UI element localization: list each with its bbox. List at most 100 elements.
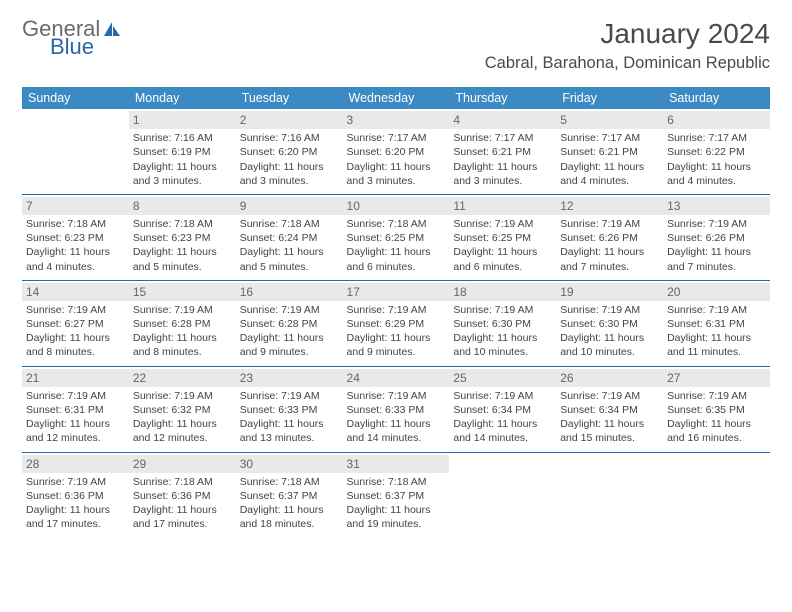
day-number: 8	[129, 197, 236, 215]
week-row: 28Sunrise: 7:19 AMSunset: 6:36 PMDayligh…	[22, 452, 770, 537]
day-number: 6	[663, 111, 770, 129]
sunrise-line: Sunrise: 7:19 AM	[453, 303, 552, 317]
sunset-line: Sunset: 6:25 PM	[347, 231, 446, 245]
sunrise-line: Sunrise: 7:18 AM	[133, 475, 232, 489]
daylight-line: Daylight: 11 hours and 3 minutes.	[133, 160, 232, 188]
daylight-line: Daylight: 11 hours and 9 minutes.	[240, 331, 339, 359]
title-block: January 2024 Cabral, Barahona, Dominican…	[485, 18, 770, 73]
day-number: 16	[236, 283, 343, 301]
page-header: General Blue January 2024 Cabral, Baraho…	[22, 18, 770, 73]
day-header-wednesday: Wednesday	[343, 87, 450, 109]
logo-text-blue: Blue	[50, 36, 122, 58]
day-cell: 26Sunrise: 7:19 AMSunset: 6:34 PMDayligh…	[556, 366, 663, 452]
sunrise-line: Sunrise: 7:19 AM	[26, 475, 125, 489]
day-number: 29	[129, 455, 236, 473]
day-number: 1	[129, 111, 236, 129]
sunrise-line: Sunrise: 7:19 AM	[240, 389, 339, 403]
day-cell: 2Sunrise: 7:16 AMSunset: 6:20 PMDaylight…	[236, 109, 343, 194]
sunrise-line: Sunrise: 7:18 AM	[347, 217, 446, 231]
day-number: 9	[236, 197, 343, 215]
month-title: January 2024	[485, 18, 770, 50]
sunset-line: Sunset: 6:31 PM	[667, 317, 766, 331]
day-cell: 12Sunrise: 7:19 AMSunset: 6:26 PMDayligh…	[556, 194, 663, 280]
day-cell: 19Sunrise: 7:19 AMSunset: 6:30 PMDayligh…	[556, 280, 663, 366]
daylight-line: Daylight: 11 hours and 8 minutes.	[133, 331, 232, 359]
day-number: 23	[236, 369, 343, 387]
day-cell	[449, 452, 556, 537]
daylight-line: Daylight: 11 hours and 17 minutes.	[26, 503, 125, 531]
week-row: 7 Sunrise: 7:18 AM Sunset: 6:23 PM Daylight…	[22, 194, 770, 280]
daylight-line: Daylight: 11 hours and 15 minutes.	[560, 417, 659, 445]
day-number: 7	[22, 197, 129, 215]
sunset-line: Sunset: 6:30 PM	[560, 317, 659, 331]
daylight-line: Daylight: 11 hours and 3 minutes.	[453, 160, 552, 188]
day-cell: 29Sunrise: 7:18 AMSunset: 6:36 PMDayligh…	[129, 452, 236, 537]
sunset-line: Sunset: 6:28 PM	[133, 317, 232, 331]
day-number: 13	[663, 197, 770, 215]
sunset-line: Sunset: 6:22 PM	[667, 145, 766, 159]
daylight-line: Daylight: 11 hours and 4 minutes.	[26, 245, 125, 273]
day-number: 17	[343, 283, 450, 301]
daylight-line: Daylight: 11 hours and 12 minutes.	[133, 417, 232, 445]
daylight-line: Daylight: 11 hours and 12 minutes.	[26, 417, 125, 445]
day-cell: 24Sunrise: 7:19 AMSunset: 6:33 PMDayligh…	[343, 366, 450, 452]
day-cell: 10Sunrise: 7:18 AMSunset: 6:25 PMDayligh…	[343, 194, 450, 280]
daylight-line: Daylight: 11 hours and 18 minutes.	[240, 503, 339, 531]
daylight-line: Daylight: 11 hours and 4 minutes.	[560, 160, 659, 188]
daylight-line: Daylight: 11 hours and 4 minutes.	[667, 160, 766, 188]
day-cell: 21Sunrise: 7:19 AMSunset: 6:31 PMDayligh…	[22, 366, 129, 452]
day-cell: 11Sunrise: 7:19 AMSunset: 6:25 PMDayligh…	[449, 194, 556, 280]
sunrise-line: Sunrise: 7:19 AM	[26, 303, 125, 317]
sunrise-line: Sunrise: 7:19 AM	[560, 389, 659, 403]
logo: General Blue	[22, 18, 122, 58]
sunrise-line: Sunrise: 7:17 AM	[560, 131, 659, 145]
day-number: 5	[556, 111, 663, 129]
sunset-line: Sunset: 6:19 PM	[133, 145, 232, 159]
day-cell: 14 Sunrise: 7:19 AMSunset: 6:27 PMDayligh…	[22, 280, 129, 366]
daylight-line: Daylight: 11 hours and 3 minutes.	[240, 160, 339, 188]
day-header-row: SundayMondayTuesdayWednesdayThursdayFrid…	[22, 87, 770, 109]
sunrise-line: Sunrise: 7:17 AM	[453, 131, 552, 145]
calendar-table: SundayMondayTuesdayWednesdayThursdayFrid…	[22, 87, 770, 537]
day-number: 10	[343, 197, 450, 215]
day-cell: 3Sunrise: 7:17 AMSunset: 6:20 PMDaylight…	[343, 109, 450, 194]
day-cell: 6Sunrise: 7:17 AMSunset: 6:22 PMDaylight…	[663, 109, 770, 194]
daylight-line: Daylight: 11 hours and 5 minutes.	[240, 245, 339, 273]
sunset-line: Sunset: 6:37 PM	[347, 489, 446, 503]
sunrise-line: Sunrise: 7:16 AM	[240, 131, 339, 145]
sunrise-line: Sunrise: 7:16 AM	[133, 131, 232, 145]
sunset-line: Sunset: 6:25 PM	[453, 231, 552, 245]
day-header-thursday: Thursday	[449, 87, 556, 109]
day-number: 3	[343, 111, 450, 129]
sunset-line: Sunset: 6:23 PM	[133, 231, 232, 245]
day-number: 22	[129, 369, 236, 387]
sunset-line: Sunset: 6:27 PM	[26, 317, 125, 331]
location-text: Cabral, Barahona, Dominican Republic	[485, 54, 770, 73]
daylight-line: Daylight: 11 hours and 7 minutes.	[560, 245, 659, 273]
day-number: 14	[22, 283, 129, 301]
sunset-line: Sunset: 6:21 PM	[453, 145, 552, 159]
sunset-line: Sunset: 6:37 PM	[240, 489, 339, 503]
sunset-line: Sunset: 6:24 PM	[240, 231, 339, 245]
day-cell: 17Sunrise: 7:19 AMSunset: 6:29 PMDayligh…	[343, 280, 450, 366]
daylight-line: Daylight: 11 hours and 8 minutes.	[26, 331, 125, 359]
sunrise-line: Sunrise: 7:19 AM	[560, 303, 659, 317]
day-cell: 28 Sunrise: 7:19 AMSunset: 6:36 PMDayligh…	[22, 452, 129, 537]
sunset-line: Sunset: 6:29 PM	[347, 317, 446, 331]
sunset-line: Sunset: 6:36 PM	[26, 489, 125, 503]
day-cell	[556, 452, 663, 537]
sunrise-line: Sunrise: 7:19 AM	[240, 303, 339, 317]
day-number: 24	[343, 369, 450, 387]
sunrise-line: Sunrise: 7:18 AM	[26, 217, 125, 231]
day-number: 28	[22, 455, 129, 473]
daylight-line: Daylight: 11 hours and 9 minutes.	[347, 331, 446, 359]
sunrise-line: Sunrise: 7:19 AM	[667, 389, 766, 403]
daylight-line: Daylight: 11 hours and 11 minutes.	[667, 331, 766, 359]
sunset-line: Sunset: 6:20 PM	[240, 145, 339, 159]
week-row: 21Sunrise: 7:19 AMSunset: 6:31 PMDayligh…	[22, 366, 770, 452]
sunset-line: Sunset: 6:30 PM	[453, 317, 552, 331]
sunrise-line: Sunrise: 7:19 AM	[453, 217, 552, 231]
sunset-line: Sunset: 6:33 PM	[240, 403, 339, 417]
daylight-line: Daylight: 11 hours and 17 minutes.	[133, 503, 232, 531]
day-cell	[663, 452, 770, 537]
